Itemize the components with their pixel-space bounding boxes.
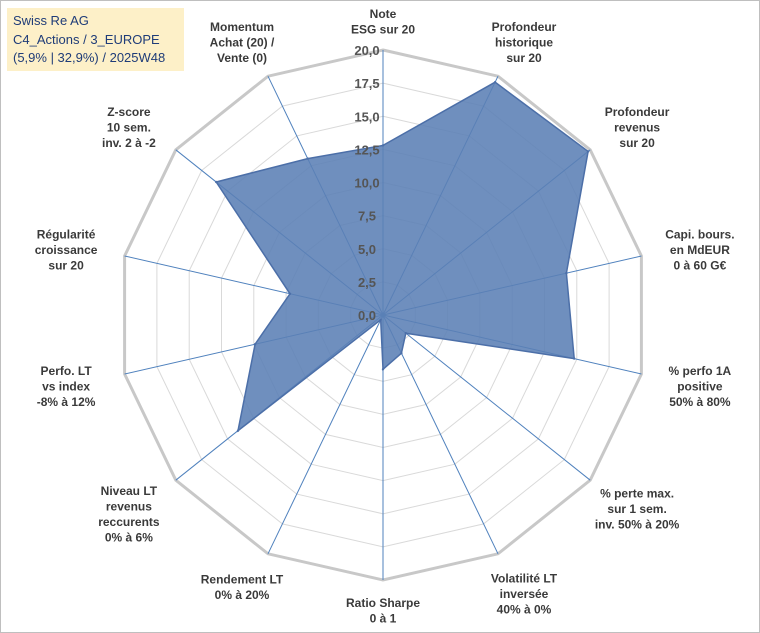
info-box: Swiss Re AG C4_Actions / 3_EUROPE (5,9% … <box>7 8 184 71</box>
series-point <box>573 357 576 360</box>
tick-label: 17,5 <box>354 76 379 91</box>
series-point <box>404 332 407 335</box>
axis-label: vs index <box>42 379 90 393</box>
series-point <box>306 157 309 160</box>
series-point <box>381 144 385 147</box>
tick-label: 10,0 <box>354 176 379 191</box>
series-point <box>253 343 257 346</box>
tick-label: 2,5 <box>358 275 376 290</box>
axis-label: ESG sur 20 <box>351 23 415 37</box>
tick-label: 7,5 <box>358 209 376 224</box>
axis-label: Ratio Sharpe <box>346 596 420 610</box>
axis-label: inv. 2 à -2 <box>102 136 156 150</box>
axis-label: Capi. bours. <box>665 228 734 242</box>
series-point <box>236 429 240 432</box>
axis-label: revenus <box>614 120 660 134</box>
axis-label: reccurents <box>98 515 160 529</box>
series-point <box>215 180 218 184</box>
axis-label: 0% à 6% <box>105 530 153 544</box>
category-label: C4_Actions / 3_EUROPE <box>13 31 160 47</box>
radar-spoke <box>267 314 384 555</box>
radar-spoke <box>382 314 591 481</box>
series-point <box>493 81 497 84</box>
axis-label: 10 sem. <box>107 120 151 134</box>
axis-label: Volatilité LT <box>491 572 558 586</box>
axis-label: % perte max. <box>600 487 674 501</box>
axis-label: sur 1 sem. <box>607 502 666 516</box>
axis-label: sur 20 <box>506 51 542 65</box>
axis-label: en MdEUR <box>670 243 730 257</box>
tick-label: 0,0 <box>358 308 376 323</box>
axis-label: 0 à 1 <box>370 612 397 626</box>
axis-label: % perfo 1A <box>669 364 732 378</box>
axis-label: Profondeur <box>492 20 557 34</box>
tick-label: 15,0 <box>354 109 379 124</box>
series-point <box>400 352 403 355</box>
axis-label: Perfo. LT <box>41 364 93 378</box>
series-point <box>565 271 568 275</box>
radar-series <box>214 81 590 433</box>
axis-label: Vente (0) <box>217 51 267 65</box>
axis-label: historique <box>495 35 553 49</box>
axis-label: Niveau LT <box>101 484 158 498</box>
axis-label: -8% à 12% <box>37 395 96 409</box>
axis-label: 0 à 60 G€ <box>674 259 727 273</box>
series-point <box>288 292 292 295</box>
radar-spoke <box>382 314 499 555</box>
axis-label: 40% à 0% <box>497 603 552 617</box>
stats-label: (5,9% | 32,9%) / 2025W48 <box>13 50 166 65</box>
axis-label: Profondeur <box>605 105 670 119</box>
series-point <box>379 318 382 321</box>
axis-label: inv. 50% à 20% <box>595 518 680 532</box>
axis-label: Note <box>370 7 397 21</box>
axis-label: Rendement LT <box>201 572 284 586</box>
axis-label: croissance <box>35 243 98 257</box>
axis-label: inversée <box>500 587 549 601</box>
axis-label: 50% à 80% <box>669 395 731 409</box>
axis-label: sur 20 <box>619 136 655 150</box>
axis-label: sur 20 <box>48 259 84 273</box>
series-point <box>381 368 385 371</box>
axis-label: Régularité <box>37 228 96 242</box>
series-point <box>586 150 590 153</box>
tick-label: 12,5 <box>354 142 379 157</box>
series-area <box>214 81 589 433</box>
axis-label: Achat (20) / <box>210 35 275 49</box>
axis-label: positive <box>677 379 723 393</box>
company-name: Swiss Re AG <box>13 13 89 28</box>
axis-label: 0% à 20% <box>215 588 270 602</box>
radial-tick-labels: 0,0 2,5 5,0 7,5 10,0 12,5 15,0 17,5 20,0 <box>354 43 379 323</box>
axis-label: revenus <box>106 499 152 513</box>
tick-label: 20,0 <box>354 43 379 58</box>
axis-label: Z-score <box>107 105 151 119</box>
axis-label: Momentum <box>210 20 274 34</box>
tick-label: 5,0 <box>358 242 376 257</box>
